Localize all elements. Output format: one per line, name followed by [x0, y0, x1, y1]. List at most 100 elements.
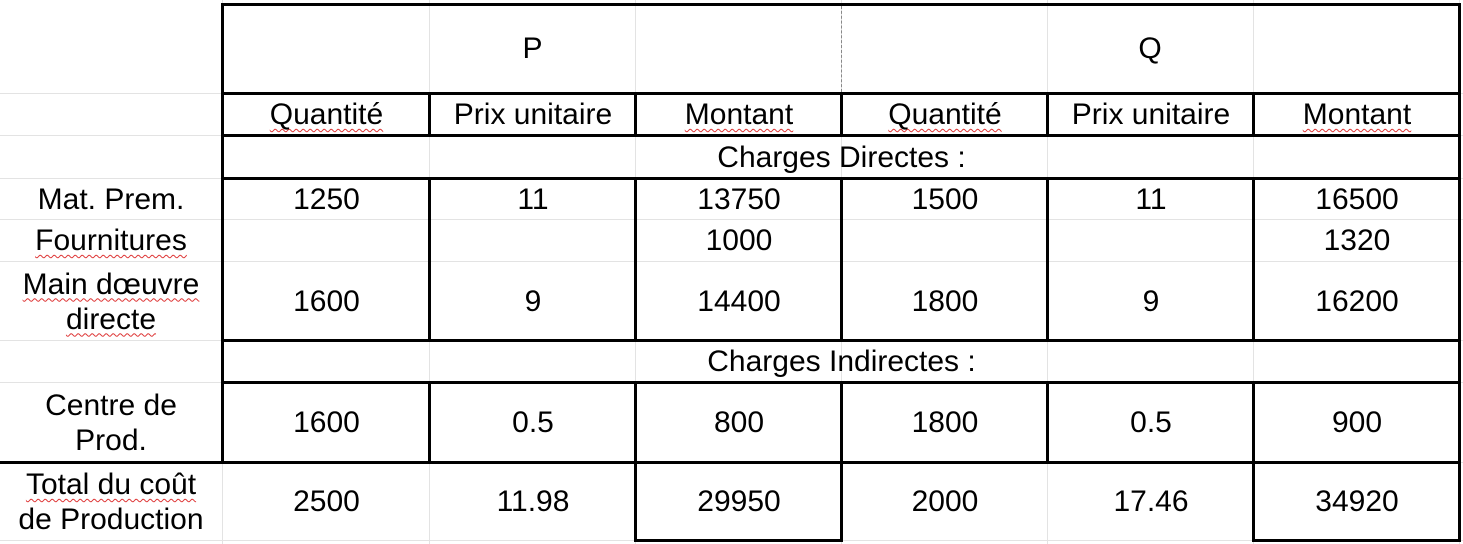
cell-total-quantite-q[interactable]: 2000 — [843, 464, 1047, 540]
col-header-text: Quantité — [888, 98, 1002, 131]
group-header-q[interactable]: Q — [841, 5, 1459, 93]
cell-mod-quantite-q[interactable]: 1800 — [843, 263, 1047, 340]
table-border — [840, 381, 843, 542]
cell-value: 800 — [713, 406, 765, 439]
col-header-text: Prix unitaire — [454, 97, 612, 133]
cell-mat-prix-q[interactable]: 11 — [1049, 180, 1253, 219]
table-border — [840, 177, 843, 342]
table-border — [1046, 177, 1049, 342]
group-header-p-text: P — [522, 32, 543, 65]
table-border — [221, 3, 224, 462]
cell-mod-prix-q[interactable]: 9 — [1049, 263, 1253, 340]
cell-value: 0.5 — [512, 406, 554, 439]
cell-value: 11.98 — [496, 485, 570, 518]
row-label-text: Centre de — [45, 389, 177, 422]
cell-value: 16500 — [1315, 182, 1399, 216]
cell-value: 29950 — [697, 485, 781, 518]
cell-centre-montant-p[interactable]: 800 — [637, 384, 841, 462]
cell-centre-prix-p[interactable]: 0.5 — [431, 384, 635, 462]
cell-value: 1800 — [911, 406, 979, 439]
cell-value: 9 — [1142, 284, 1160, 318]
cell-mat-quantite-p[interactable]: 1250 — [224, 180, 429, 219]
col-header-quantite-p[interactable]: Quantité — [224, 95, 429, 135]
cell-fourn-quantite-q[interactable] — [843, 221, 1047, 261]
cell-mat-montant-q[interactable]: 16500 — [1255, 180, 1459, 219]
cell-total-prix-p[interactable]: 11.98 — [431, 464, 635, 540]
cell-mat-quantite-q[interactable]: 1500 — [843, 180, 1047, 219]
table-border — [428, 92, 431, 137]
cell-total-montant-q[interactable]: 34920 — [1255, 464, 1459, 540]
table-border — [634, 381, 637, 542]
cell-mod-quantite-p[interactable]: 1600 — [224, 263, 429, 340]
col-header-montant-p[interactable]: Montant — [637, 95, 841, 135]
page-break-line — [841, 6, 842, 92]
cell-fourn-montant-p[interactable]: 1000 — [637, 221, 841, 261]
col-header-montant-q[interactable]: Montant — [1255, 95, 1459, 135]
section-label: Charges Indirectes : — [707, 345, 976, 378]
group-header-q-text: Q — [1138, 32, 1162, 65]
cell-total-quantite-p[interactable]: 2500 — [224, 464, 429, 540]
table-border — [222, 3, 1461, 6]
row-label-text: directe — [65, 302, 157, 336]
cell-fourn-prix-q[interactable] — [1049, 221, 1253, 261]
cell-mod-montant-q[interactable]: 16200 — [1255, 263, 1459, 340]
cell-centre-quantite-p[interactable]: 1600 — [224, 384, 429, 462]
cell-value: 2500 — [293, 485, 360, 518]
row-label-text: de Production — [18, 503, 204, 536]
col-header-text: Prix unitaire — [1071, 98, 1231, 131]
col-header-prix-q[interactable]: Prix unitaire — [1049, 95, 1253, 135]
table-border — [635, 539, 843, 542]
cell-mod-montant-p[interactable]: 14400 — [637, 263, 841, 340]
table-border — [428, 381, 431, 464]
cell-value: 17.46 — [1113, 485, 1189, 518]
cell-mat-montant-p[interactable]: 13750 — [637, 180, 841, 219]
table-border — [1253, 539, 1461, 542]
cell-fourn-montant-q[interactable]: 1320 — [1255, 221, 1459, 261]
row-label-text: Mat. Prem. — [37, 182, 185, 216]
col-header-text: Montant — [1302, 98, 1412, 131]
row-label-fournitures[interactable]: Fournitures — [0, 221, 222, 261]
row-label-centre-de-prod[interactable]: Centre de Prod. — [0, 384, 222, 462]
cell-value: 1000 — [705, 224, 773, 257]
group-header-p[interactable]: P — [224, 5, 841, 93]
table-border — [634, 92, 637, 137]
table-border — [0, 461, 1461, 464]
cell-total-prix-q[interactable]: 17.46 — [1049, 464, 1253, 540]
cell-fourn-prix-p[interactable] — [431, 221, 635, 261]
col-header-prix-p[interactable]: Prix unitaire — [431, 95, 635, 135]
cell-centre-montant-q[interactable]: 900 — [1255, 384, 1459, 462]
cell-value: 1250 — [293, 182, 360, 216]
cell-value: 2000 — [911, 485, 979, 518]
cell-centre-prix-q[interactable]: 0.5 — [1049, 384, 1253, 462]
cell-fourn-quantite-p[interactable] — [224, 221, 429, 261]
row-label-total-cout-production[interactable]: Total du coût de Production — [0, 464, 222, 540]
cell-value: 11 — [1135, 182, 1167, 216]
row-label-text-part: Total du coût — [25, 468, 197, 501]
table-border — [428, 177, 431, 342]
cell-value: 1600 — [293, 406, 360, 439]
col-header-text-part: Prix unitaire — [453, 98, 613, 131]
col-header-text: Quantité — [269, 98, 384, 131]
col-header-quantite-q[interactable]: Quantité — [843, 95, 1047, 135]
cell-value: 14400 — [697, 284, 781, 318]
cell-mod-prix-p[interactable]: 9 — [431, 263, 635, 340]
cell-mat-prix-p[interactable]: 11 — [431, 180, 635, 219]
section-charges-indirectes[interactable]: Charges Indirectes : — [224, 342, 1459, 382]
row-label-text: Fournitures — [35, 224, 187, 257]
gridline — [0, 219, 1463, 220]
row-label-text: Total du coût — [26, 467, 196, 502]
table-border — [634, 177, 637, 342]
cell-centre-quantite-q[interactable]: 1800 — [843, 384, 1047, 462]
row-label-mat-prem[interactable]: Mat. Prem. — [0, 180, 222, 219]
table-border — [1252, 381, 1255, 542]
table-border — [1046, 92, 1049, 137]
cell-total-montant-p[interactable]: 29950 — [637, 464, 841, 540]
cell-value: 0.5 — [1130, 406, 1172, 439]
row-label-main-doeuvre[interactable]: Main dœuvre directe — [0, 263, 222, 340]
cell-value: 1320 — [1323, 224, 1391, 257]
cell-value: 1500 — [911, 182, 979, 216]
section-charges-directes[interactable]: Charges Directes : — [224, 137, 1459, 178]
col-header-text: Montant — [684, 98, 794, 131]
section-label: Charges Directes : — [717, 140, 966, 174]
